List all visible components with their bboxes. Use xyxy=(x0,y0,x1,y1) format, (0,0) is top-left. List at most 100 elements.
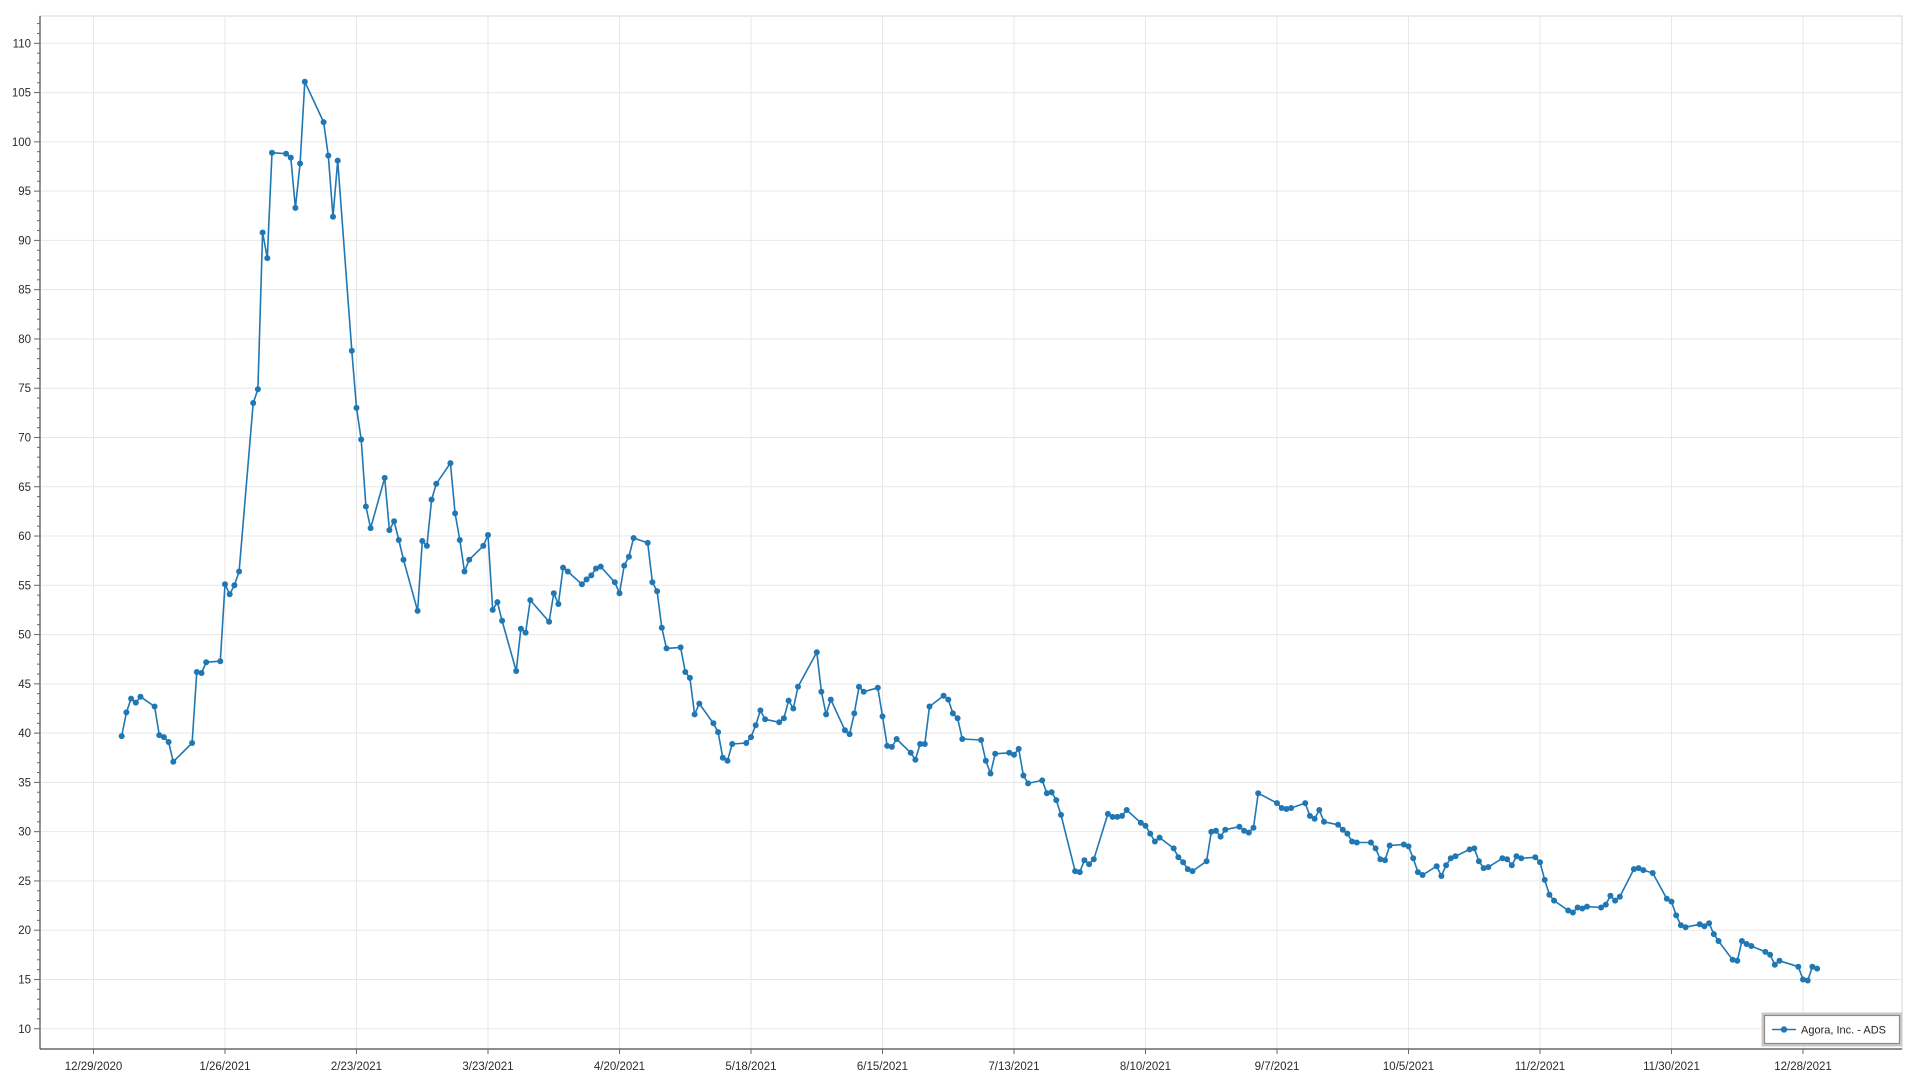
data-point-marker xyxy=(856,683,862,690)
x-tick-label: 11/30/2021 xyxy=(1643,1061,1700,1073)
data-point-marker xyxy=(226,591,233,598)
data-point-marker xyxy=(1701,923,1708,930)
data-point-marker xyxy=(1480,865,1487,872)
data-point-marker xyxy=(1222,826,1229,833)
data-point-marker xyxy=(1189,868,1196,875)
data-point-marker xyxy=(456,537,463,543)
data-point-marker xyxy=(1006,749,1013,756)
y-tick-label: 65 xyxy=(18,482,31,494)
data-point-marker xyxy=(1086,861,1093,868)
y-axis: 10 15 20 25 30 35 40 45 50 55 60 65 70 75 80 85 90 95 100 1… xyxy=(12,23,40,1036)
data-point-marker xyxy=(362,503,369,510)
data-point-marker xyxy=(1612,897,1619,904)
data-point-marker xyxy=(1569,909,1576,916)
data-point-marker xyxy=(757,707,764,714)
data-point-marker xyxy=(686,674,693,681)
y-tick-label: 20 xyxy=(18,925,31,937)
data-point-marker xyxy=(447,460,454,467)
y-tick-label: 90 xyxy=(18,235,31,247)
data-point-marker xyxy=(917,741,924,747)
data-point-marker xyxy=(358,436,365,443)
data-point-marker xyxy=(813,649,820,656)
y-tick-label: 40 xyxy=(18,728,31,740)
data-point-marker xyxy=(325,152,332,159)
x-tick-label: 11/2/2021 xyxy=(1515,1061,1565,1073)
data-point-marker xyxy=(912,756,919,763)
data-point-marker xyxy=(1367,839,1374,846)
data-point-marker xyxy=(1386,842,1393,849)
data-point-marker xyxy=(334,157,341,164)
data-point-marker xyxy=(752,722,759,729)
data-point-marker xyxy=(1466,846,1473,853)
data-point-marker xyxy=(217,658,224,665)
data-point-marker xyxy=(499,617,506,624)
data-point-marker xyxy=(156,732,163,739)
data-point-marker xyxy=(949,710,956,717)
data-point-marker xyxy=(254,386,261,393)
data-point-marker xyxy=(818,688,825,695)
data-point-marker xyxy=(1541,876,1548,883)
data-point-marker xyxy=(1208,828,1215,835)
data-point-marker xyxy=(1743,941,1750,947)
data-point-marker xyxy=(330,213,336,220)
data-point-marker xyxy=(644,539,651,546)
data-point-marker xyxy=(1043,790,1050,797)
data-point-marker xyxy=(649,579,656,586)
data-point-marker xyxy=(461,568,468,575)
price-line-series xyxy=(118,78,1821,984)
data-point-marker xyxy=(1053,797,1060,804)
data-point-marker xyxy=(1673,912,1680,919)
data-point-marker xyxy=(513,668,520,674)
data-point-marker xyxy=(1076,869,1083,876)
data-point-marker xyxy=(1776,957,1783,964)
data-point-marker xyxy=(992,750,999,757)
data-point-marker xyxy=(1551,897,1558,904)
data-point-marker xyxy=(1170,845,1177,852)
data-point-marker xyxy=(1475,858,1482,865)
data-point-marker xyxy=(682,669,689,675)
data-point-marker xyxy=(1156,834,1163,841)
y-tick-label: 55 xyxy=(18,580,31,592)
data-point-marker xyxy=(452,510,459,517)
data-point-marker xyxy=(480,542,487,549)
y-tick-label: 70 xyxy=(18,432,31,444)
data-point-marker xyxy=(1344,830,1351,837)
x-tick-label: 3/23/2021 xyxy=(462,1061,513,1073)
data-point-marker xyxy=(1278,805,1285,811)
data-point-marker xyxy=(724,757,731,764)
data-point-marker xyxy=(489,606,496,613)
data-point-marker xyxy=(137,693,144,700)
data-point-marker xyxy=(1504,856,1511,863)
data-point-marker xyxy=(348,347,355,354)
data-point-marker xyxy=(1349,838,1356,845)
x-tick-label: 8/10/2021 xyxy=(1120,1061,1171,1073)
data-point-marker xyxy=(743,740,750,746)
data-point-marker xyxy=(677,644,684,651)
data-point-marker xyxy=(1245,829,1252,836)
data-point-marker xyxy=(381,474,388,481)
data-point-marker xyxy=(691,711,698,718)
legend[interactable]: Agora, Inc. - ADS xyxy=(1761,1012,1903,1047)
y-tick-label: 60 xyxy=(18,531,31,543)
data-point-marker xyxy=(1706,920,1713,927)
data-point-marker xyxy=(555,601,562,607)
data-point-marker xyxy=(1353,839,1360,846)
data-point-marker xyxy=(795,683,801,690)
data-point-marker xyxy=(189,740,196,746)
data-point-marker xyxy=(1311,815,1318,822)
x-tick-label: 12/29/2020 xyxy=(65,1061,123,1073)
data-point-marker xyxy=(1283,806,1290,812)
x-tick-label: 1/26/2021 xyxy=(199,1061,250,1073)
data-point-marker xyxy=(860,688,867,695)
data-point-marker xyxy=(616,590,623,597)
data-point-marker xyxy=(846,731,853,738)
data-point-marker xyxy=(1518,855,1525,862)
data-point-marker xyxy=(259,229,266,236)
data-point-marker xyxy=(203,659,210,666)
data-point-marker xyxy=(283,150,290,157)
data-point-marker xyxy=(1039,777,1046,784)
legend-series-label: Agora, Inc. - ADS xyxy=(1801,1025,1886,1037)
data-point-marker xyxy=(785,697,792,704)
y-tick-label: 15 xyxy=(18,974,31,986)
data-point-marker xyxy=(1382,857,1388,864)
